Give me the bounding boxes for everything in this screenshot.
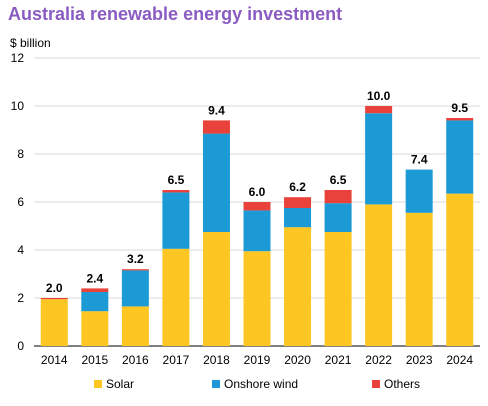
y-tick-label: 4 bbox=[17, 243, 24, 257]
total-labels: 2.0 2.4 3.2 6.5 9.4 6.0 6.2 6.5 10.0 7.4 9.5 bbox=[46, 89, 468, 295]
y-axis-label: $ billion bbox=[10, 36, 51, 50]
bar-segment-solar bbox=[284, 227, 312, 346]
total-label: 2.4 bbox=[86, 271, 103, 285]
bar-segment-solar bbox=[324, 232, 352, 346]
bar-segment-onshore-wind bbox=[284, 208, 312, 228]
total-label: 6.2 bbox=[289, 180, 306, 194]
bar-segment-onshore-wind bbox=[405, 169, 433, 213]
bars bbox=[40, 106, 474, 346]
bar-segment-solar bbox=[81, 311, 109, 346]
x-tick-label: 2016 bbox=[122, 353, 149, 367]
x-tick-label: 2014 bbox=[41, 353, 68, 367]
bar-segment-solar bbox=[121, 306, 149, 346]
x-tick-label: 2017 bbox=[163, 353, 190, 367]
bar-segment-solar bbox=[243, 251, 271, 346]
total-label: 6.5 bbox=[168, 173, 185, 187]
x-tick-label: 2023 bbox=[406, 353, 433, 367]
bar-segment-onshore-wind bbox=[324, 203, 352, 232]
bar-segment-onshore-wind bbox=[202, 133, 230, 232]
bar-segment-onshore-wind bbox=[446, 120, 474, 194]
bar-segment-others bbox=[446, 118, 474, 121]
bar-segment-solar bbox=[202, 232, 230, 346]
total-label: 7.4 bbox=[411, 153, 428, 167]
y-axis: 0 2 4 6 8 10 12 bbox=[11, 51, 25, 353]
bar-segment-others bbox=[121, 269, 149, 271]
bar-segment-others bbox=[243, 202, 271, 211]
legend-label: Others bbox=[384, 377, 420, 391]
x-tick-label: 2019 bbox=[244, 353, 271, 367]
legend-swatch bbox=[94, 380, 102, 388]
legend: Solar Onshore wind Others bbox=[94, 377, 420, 391]
y-tick-label: 6 bbox=[17, 195, 24, 209]
x-tick-label: 2020 bbox=[284, 353, 311, 367]
bar-segment-onshore-wind bbox=[81, 292, 109, 312]
y-tick-label: 2 bbox=[17, 291, 24, 305]
bar-segment-solar bbox=[405, 212, 433, 346]
x-tick-label: 2021 bbox=[325, 353, 352, 367]
total-label: 3.2 bbox=[127, 252, 144, 266]
x-axis: 2014 2015 2016 2017 2018 2019 2020 2021 2022 2023… bbox=[41, 353, 473, 367]
bar-segment-solar bbox=[365, 204, 393, 346]
bar-segment-solar bbox=[40, 299, 68, 346]
total-label: 6.0 bbox=[249, 185, 266, 199]
bar-segment-solar bbox=[446, 193, 474, 346]
bar-segment-others bbox=[284, 197, 312, 208]
bar-segment-onshore-wind bbox=[243, 210, 271, 252]
bar-segment-others bbox=[324, 190, 352, 204]
x-tick-label: 2022 bbox=[365, 353, 392, 367]
legend-label: Solar bbox=[106, 377, 134, 391]
bar-segment-others bbox=[202, 120, 230, 134]
bar-segment-others bbox=[162, 190, 190, 193]
legend-swatch bbox=[372, 380, 380, 388]
x-tick-label: 2018 bbox=[203, 353, 230, 367]
y-tick-label: 8 bbox=[17, 147, 24, 161]
y-tick-label: 12 bbox=[11, 51, 25, 65]
x-tick-label: 2024 bbox=[446, 353, 473, 367]
bar-segment-onshore-wind bbox=[365, 113, 393, 205]
total-label: 9.5 bbox=[451, 101, 468, 115]
x-tick-label: 2015 bbox=[81, 353, 108, 367]
legend-label: Onshore wind bbox=[224, 377, 298, 391]
bar-segment-others bbox=[365, 106, 393, 114]
total-label: 9.4 bbox=[208, 103, 225, 117]
chart-title: Australia renewable energy investment bbox=[8, 4, 343, 24]
total-label: 2.0 bbox=[46, 281, 63, 295]
bar-segment-others bbox=[40, 298, 68, 300]
bar-segment-onshore-wind bbox=[121, 270, 149, 307]
legend-swatch bbox=[212, 380, 220, 388]
bar-segment-solar bbox=[162, 248, 190, 346]
bar-segment-others bbox=[81, 288, 109, 292]
y-tick-label: 0 bbox=[17, 339, 24, 353]
total-label: 6.5 bbox=[330, 173, 347, 187]
bar-segment-onshore-wind bbox=[162, 192, 190, 249]
total-label: 10.0 bbox=[367, 89, 391, 103]
y-tick-label: 10 bbox=[11, 99, 25, 113]
